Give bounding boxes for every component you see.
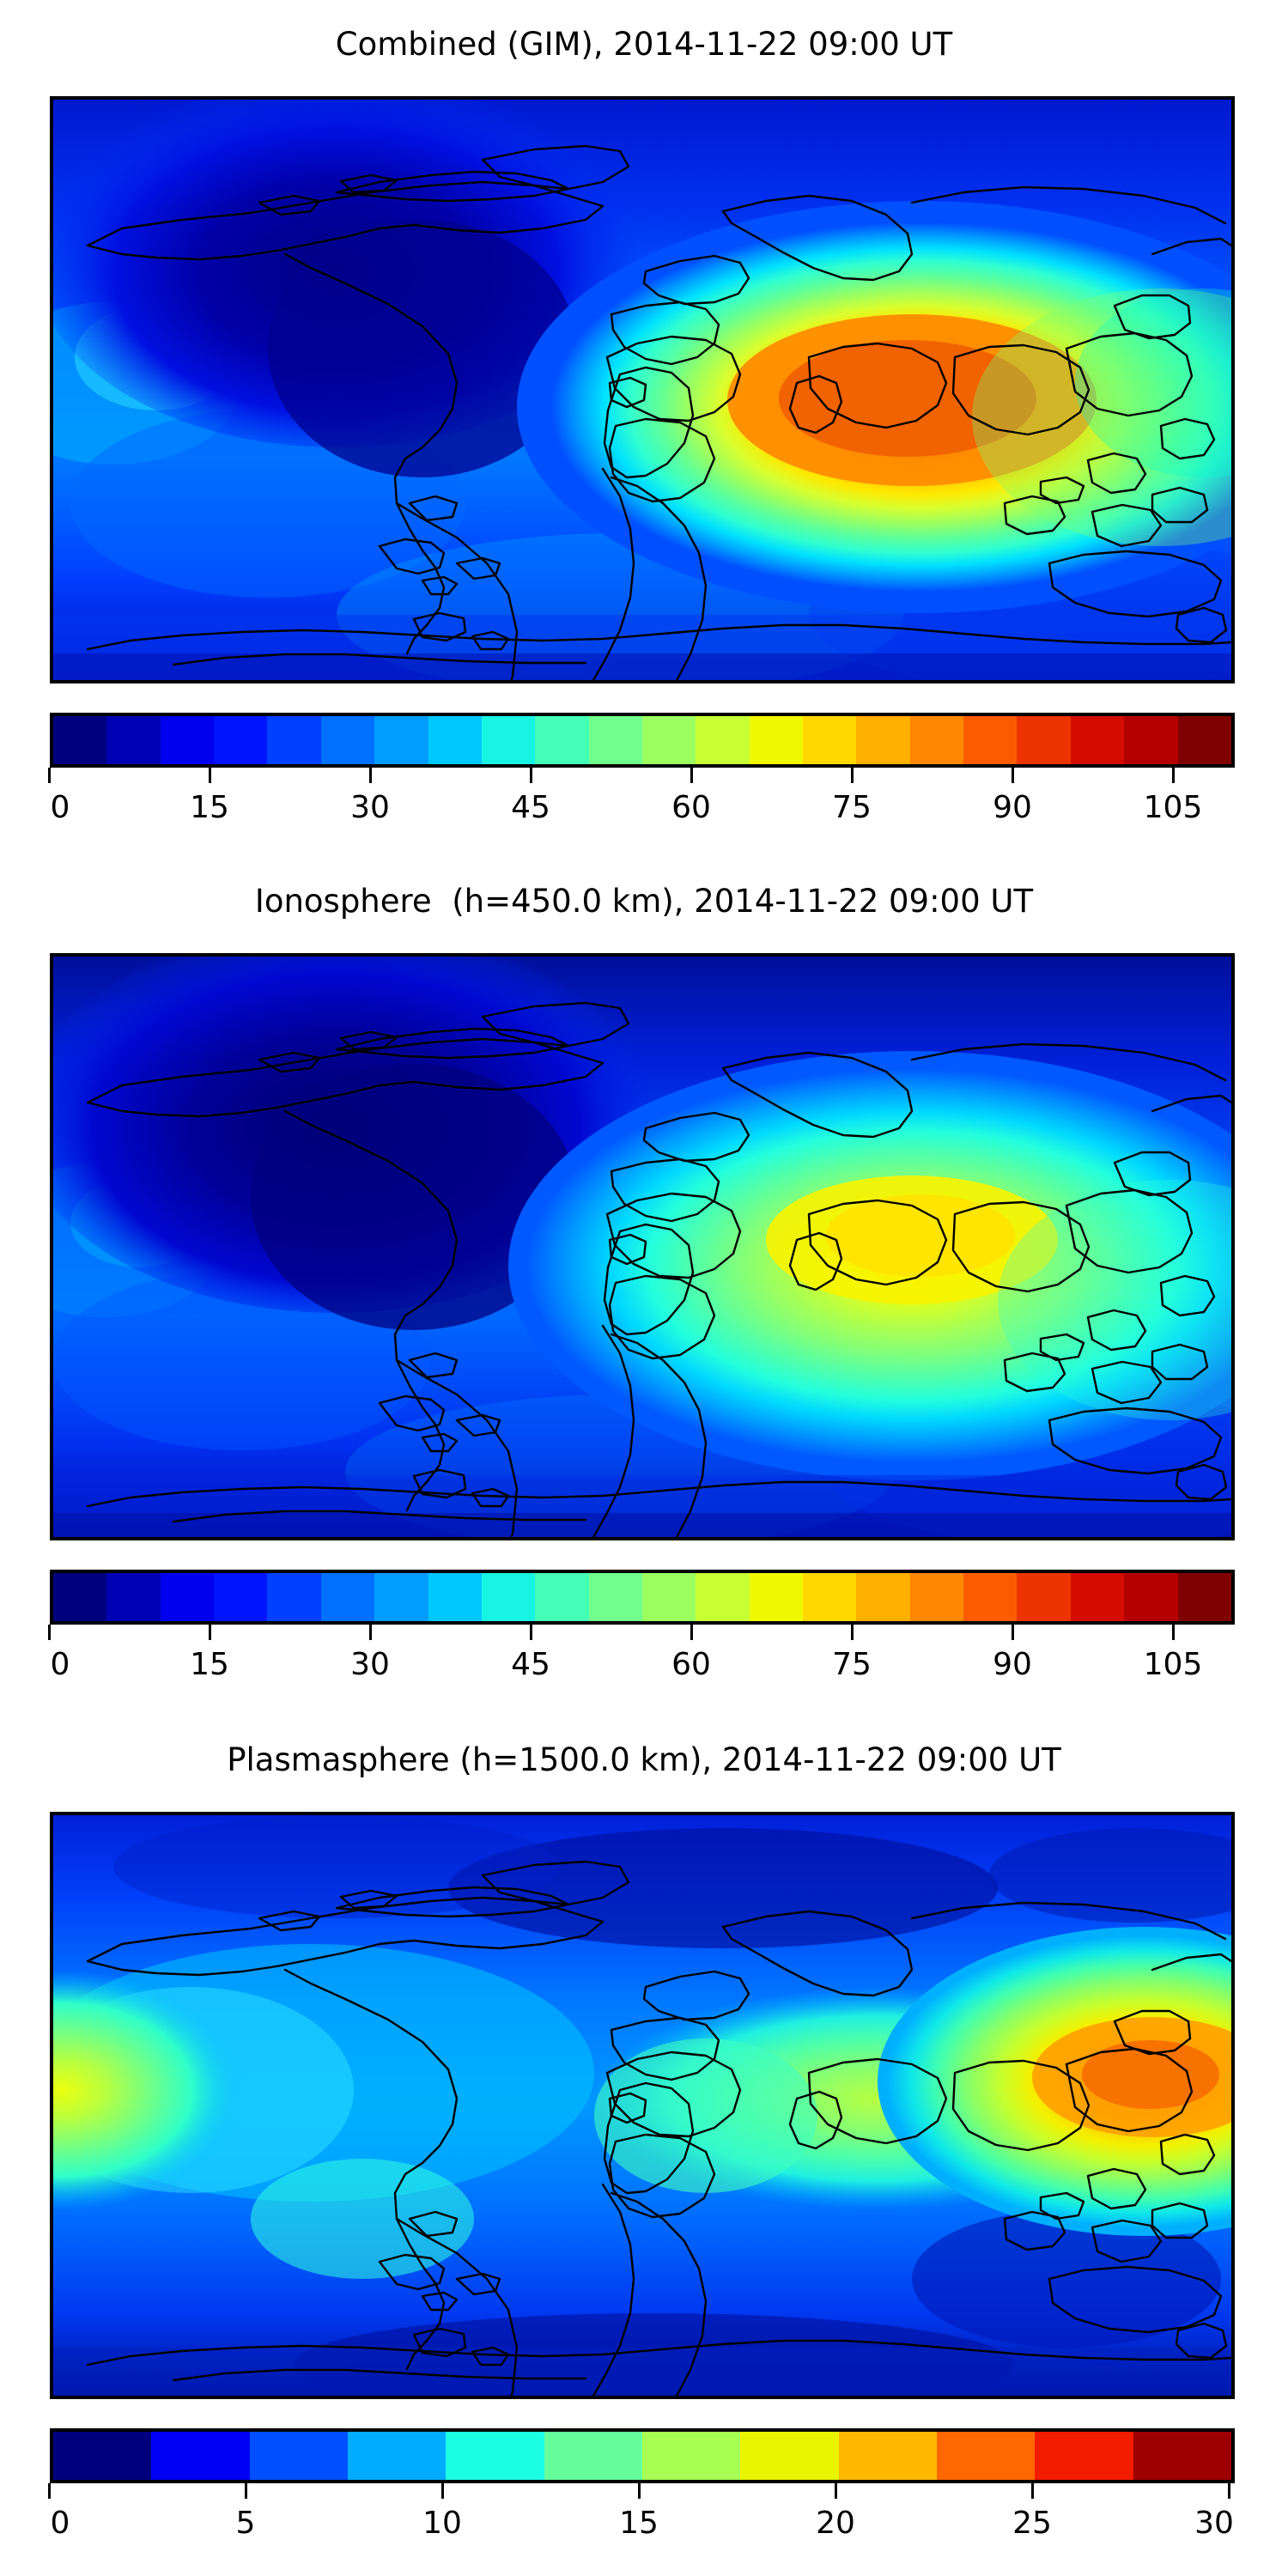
cbar3-tick-20: 20 bbox=[816, 2506, 855, 2541]
cbar2-tick-45: 45 bbox=[511, 1647, 550, 1682]
map-svg-ionosphere bbox=[53, 957, 1231, 1537]
colorbar-wrap-ionosphere: 0 15 30 45 60 75 90 105 bbox=[48, 1570, 1235, 1686]
panel-combined-gim: Combined (GIM), 2014-11-22 09:00 UT bbox=[0, 0, 1288, 859]
cbar1-tick-30: 30 bbox=[350, 790, 390, 825]
panel-ionosphere: Ionosphere (h=450.0 km), 2014-11-22 09:0… bbox=[0, 859, 1288, 1717]
colorbar-ticks-plasmasphere bbox=[46, 2483, 1231, 2506]
cbar2-tick-30: 30 bbox=[350, 1647, 390, 1682]
cbar1-tick-75: 75 bbox=[832, 790, 872, 825]
cbar3-tick-25: 25 bbox=[1012, 2506, 1052, 2541]
cbar3-tick-15: 15 bbox=[619, 2506, 659, 2541]
cbar2-tick-90: 90 bbox=[993, 1647, 1032, 1682]
cbar1-tick-105: 105 bbox=[1143, 790, 1203, 825]
colorbar-plasmasphere[interactable] bbox=[50, 2428, 1235, 2483]
cbar3-tick-5: 5 bbox=[235, 2506, 256, 2541]
cbar1-tick-45: 45 bbox=[511, 790, 550, 825]
map-ionosphere bbox=[50, 953, 1235, 1540]
colorbar-ticks-combined-gim bbox=[46, 768, 1231, 790]
colorbar-ionosphere[interactable] bbox=[50, 1570, 1235, 1625]
map-svg-plasmasphere bbox=[53, 1815, 1231, 2396]
coastlines-ionosphere bbox=[86, 1001, 1231, 1537]
cbar1-tick-60: 60 bbox=[671, 790, 711, 825]
cbar1-tick-90: 90 bbox=[993, 790, 1032, 825]
panel-title-combined-gim: Combined (GIM), 2014-11-22 09:00 UT bbox=[335, 26, 953, 63]
cbar3-tick-10: 10 bbox=[422, 2506, 462, 2541]
colorbar-labels-combined-gim: 0 15 30 45 60 75 90 105 bbox=[46, 790, 1231, 829]
coastlines-combined-gim bbox=[86, 144, 1231, 680]
panel-title-ionosphere: Ionosphere (h=450.0 km), 2014-11-22 09:0… bbox=[254, 883, 1034, 920]
cbar2-tick-105: 105 bbox=[1143, 1647, 1203, 1682]
colorbar-wrap-plasmasphere: 0 5 10 15 20 25 30 bbox=[48, 2428, 1235, 2545]
colorbar-labels-ionosphere: 0 15 30 45 60 75 90 105 bbox=[46, 1647, 1231, 1686]
cbar3-tick-30: 30 bbox=[1194, 2506, 1234, 2541]
colorbar-labels-plasmasphere: 0 5 10 15 20 25 30 bbox=[46, 2506, 1234, 2545]
cbar1-tick-0: 0 bbox=[50, 790, 70, 825]
colorbar-ticks-ionosphere bbox=[46, 1625, 1231, 1647]
panel-title-plasmasphere: Plasmasphere (h=1500.0 km), 2014-11-22 0… bbox=[227, 1741, 1061, 1778]
panel-plasmasphere: Plasmasphere (h=1500.0 km), 2014-11-22 0… bbox=[0, 1717, 1288, 2576]
cbar1-tick-15: 15 bbox=[190, 790, 229, 825]
cbar3-tick-0: 0 bbox=[50, 2506, 70, 2541]
map-plasmasphere bbox=[50, 1812, 1235, 2399]
cbar2-tick-15: 15 bbox=[190, 1647, 229, 1682]
cbar2-tick-60: 60 bbox=[671, 1647, 711, 1682]
colorbar-wrap-combined-gim: 0 15 30 45 60 75 90 105 bbox=[48, 713, 1235, 829]
cbar2-tick-0: 0 bbox=[50, 1647, 70, 1682]
map-svg-combined-gim bbox=[53, 100, 1231, 680]
cbar2-tick-75: 75 bbox=[832, 1647, 872, 1682]
coastlines-plasmasphere bbox=[86, 1860, 1231, 2396]
map-combined-gim bbox=[50, 96, 1235, 683]
colorbar-combined-gim[interactable] bbox=[50, 713, 1235, 768]
